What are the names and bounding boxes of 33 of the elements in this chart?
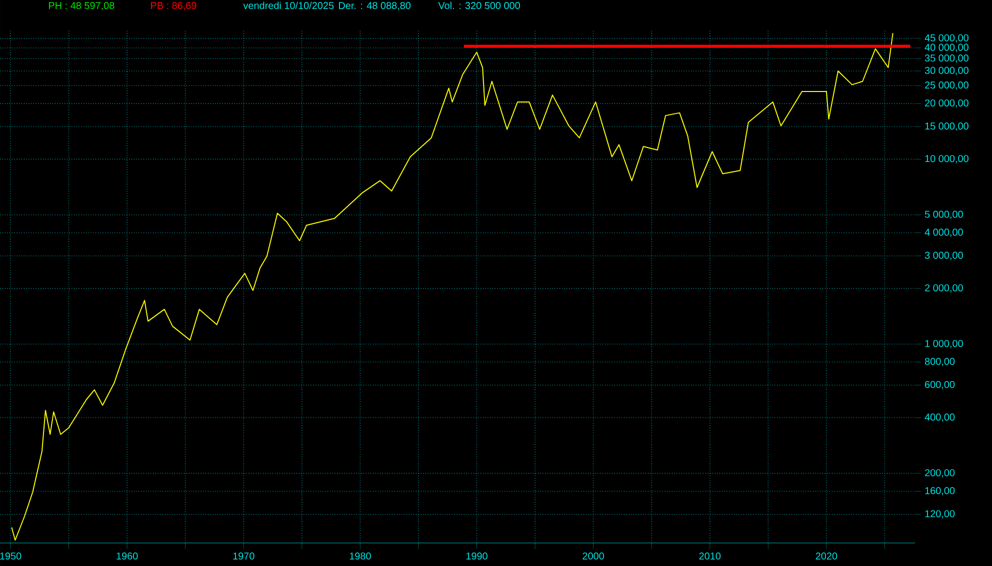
x-tick-label: 2020 [816, 552, 838, 560]
y-tick-label: 120,00 [925, 510, 955, 518]
x-tick-label: 1960 [116, 552, 138, 560]
y-tick-label: 45 000,00 [924, 34, 968, 43]
y-tick-label: 800,00 [924, 358, 955, 366]
y-tick-label: 600,00 [925, 381, 955, 390]
y-tick-label: 15 000,00 [925, 122, 968, 131]
text: PB : 86,69 [151, 2, 196, 10]
y-tick-label: 4 000,00 [924, 228, 963, 237]
x-tick-label: 1970 [233, 552, 254, 560]
y-tick-label: 40 000,00 [924, 44, 968, 52]
x-tick-label: 1950 [0, 552, 22, 560]
x-tick-label: 2010 [699, 552, 721, 560]
y-tick-label: 400,00 [924, 414, 955, 422]
x-tick-label: 1990 [466, 552, 488, 560]
y-tick-label: 1 000,00 [925, 340, 963, 348]
text: Der. : 48 088,80 [339, 2, 411, 10]
y-tick-label: 160,00 [925, 487, 955, 496]
y-tick-label: 30 000,00 [924, 66, 968, 76]
y-tick-label: 10 000,00 [925, 155, 968, 164]
y-tick-label: 200,00 [925, 469, 955, 478]
text: vendredi 10/10/2025 [243, 2, 334, 10]
y-tick-label: 2 000,00 [925, 284, 963, 293]
line-series [11, 32, 894, 541]
y-tick-label: 35 000,00 [924, 54, 968, 63]
y-tick-label: 5 000,00 [924, 210, 963, 219]
x-tick-label: 1980 [350, 552, 371, 560]
x-tick-label: 2000 [582, 552, 604, 560]
y-tick-label: 25 000,00 [925, 82, 968, 90]
text: Vol. : 320 500 000 [438, 2, 520, 10]
y-tick-label: 3 000,00 [924, 252, 963, 260]
text: PH : 48 597,08 [49, 2, 114, 10]
y-tick-label: 20 000,00 [925, 99, 968, 108]
